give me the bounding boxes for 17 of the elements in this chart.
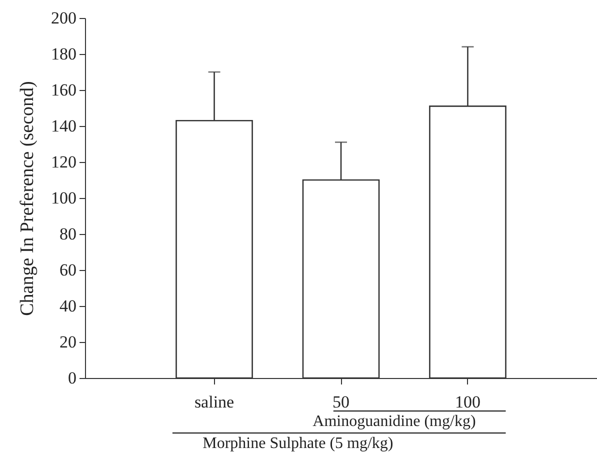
y-tick-label: 200 bbox=[51, 8, 76, 28]
y-tick-label: 60 bbox=[60, 260, 76, 280]
y-tick-label: 80 bbox=[60, 224, 76, 244]
x-tick-label: 100 bbox=[454, 392, 480, 412]
y-tick-label: 0 bbox=[68, 368, 76, 388]
text: Aminoguanidine (mg/kg) bbox=[312, 413, 476, 430]
y-tick-label: 180 bbox=[51, 44, 76, 64]
y-tick-label: 140 bbox=[51, 116, 76, 136]
x-tick-label: saline bbox=[194, 392, 234, 412]
y-tick-label: 40 bbox=[60, 296, 76, 316]
x-axis-title: Morphine Sulphate (5 mg/kg) bbox=[202, 435, 394, 452]
y-tick-label: 120 bbox=[51, 152, 76, 172]
x-tick-label: 50 bbox=[332, 392, 350, 412]
y-tick-label: 160 bbox=[51, 80, 76, 100]
y-axis-title: Change In Preference (second) bbox=[17, 81, 38, 316]
y-tick-label: 100 bbox=[51, 188, 76, 208]
y-tick-label: 20 bbox=[60, 332, 76, 352]
